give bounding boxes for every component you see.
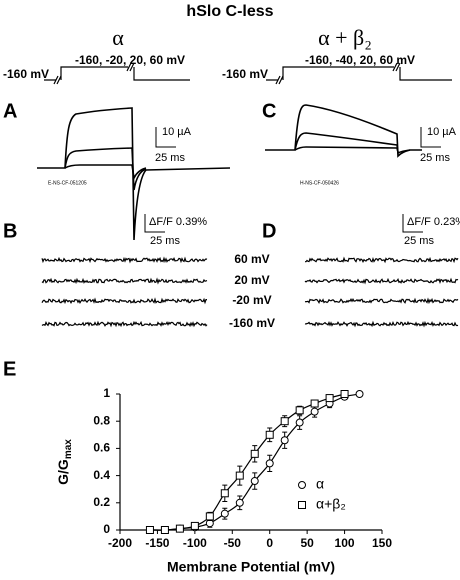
marker xyxy=(190,521,199,530)
time-scale: 25 ms xyxy=(155,152,185,164)
left-protocol-line xyxy=(44,66,190,81)
x-tick-label: -150 xyxy=(145,536,169,550)
marker xyxy=(205,512,214,521)
x-tick-label: 50 xyxy=(300,536,314,550)
marker xyxy=(298,481,306,489)
current-trace xyxy=(294,132,411,155)
current-traces xyxy=(37,104,422,241)
right-protocol-line xyxy=(266,66,452,81)
current-trace xyxy=(37,107,231,241)
left-heading: α xyxy=(112,25,124,50)
marker xyxy=(265,430,274,439)
marker xyxy=(220,489,229,498)
scale-bar xyxy=(402,214,423,233)
current-trace xyxy=(265,104,422,158)
y-axis-label-sub: max xyxy=(63,439,74,459)
voltage-label: -160 mV xyxy=(229,316,275,330)
scale-bar xyxy=(420,127,441,148)
marker xyxy=(175,524,184,533)
fluorescence-traces: 60 mV 20 mV -20 mV -160 mV xyxy=(41,252,459,330)
panel-label: D xyxy=(262,220,276,242)
right-heading: α + β₂ xyxy=(318,25,372,50)
y-tick-label: 0.4 xyxy=(93,468,110,482)
current-scale: 10 µA xyxy=(427,126,457,138)
marker xyxy=(310,407,319,416)
marker xyxy=(250,449,259,458)
voltage-label: 60 mV xyxy=(234,252,269,266)
x-tick-label: -200 xyxy=(108,536,132,550)
file-id: E-NS-CF-051205 xyxy=(48,180,87,186)
x-tick-label: 150 xyxy=(372,536,392,550)
y-tick-label: 0 xyxy=(103,522,110,536)
x-tick-label: 0 xyxy=(266,536,273,550)
fluor-trace xyxy=(304,297,459,305)
panel-label: A xyxy=(3,100,17,122)
marker xyxy=(295,406,304,415)
protocols xyxy=(44,62,452,85)
y-tick-label: 0.6 xyxy=(93,441,110,455)
fluor-trace xyxy=(41,320,208,328)
x-tick-label: -50 xyxy=(224,536,242,550)
marker xyxy=(298,501,306,509)
panel-label: C xyxy=(262,100,276,122)
file-id: H-NS-CF-050426 xyxy=(300,180,339,186)
right-protocol: -160, -40, 20, 60 mV xyxy=(305,53,415,67)
fluor-trace xyxy=(41,256,208,264)
x-tick-label: 100 xyxy=(335,536,355,550)
fluor-scale: ΔF/F 0.39% xyxy=(149,216,207,228)
marker xyxy=(235,471,244,480)
y-axis-label: G/Gmax xyxy=(55,439,74,485)
right-holding: -160 mV xyxy=(222,67,268,81)
time-scale: 25 ms xyxy=(404,235,434,247)
marker xyxy=(250,477,259,486)
marker xyxy=(295,418,304,427)
fluor-trace xyxy=(305,256,459,264)
marker xyxy=(235,498,244,507)
y-tick-label: 0.2 xyxy=(93,495,110,509)
fluor-trace xyxy=(304,277,459,285)
fluor-trace xyxy=(304,320,459,328)
voltage-label: -20 mV xyxy=(232,293,271,307)
figure-title: hSlo C-less xyxy=(186,3,273,20)
current-trace xyxy=(64,147,147,191)
right-breaks xyxy=(275,62,401,85)
current-trace xyxy=(64,164,147,181)
marker xyxy=(310,399,319,408)
panel-label: B xyxy=(3,220,17,242)
marker xyxy=(265,459,274,468)
time-scale: 25 ms xyxy=(420,152,450,164)
marker xyxy=(340,390,349,398)
x-axis-label: Membrane Potential (mV) xyxy=(167,559,335,575)
y-axis-label-main: G/G xyxy=(55,459,71,485)
voltage-label: 20 mV xyxy=(234,273,269,287)
legend-label: α+β₂ xyxy=(316,496,346,512)
marker xyxy=(355,390,364,398)
chart: -200 -150 -100 -50 0 50 100 150 0 0.2 0.4 0.6 0.8 1 Me… xyxy=(55,386,393,575)
marker xyxy=(325,394,334,403)
fluor-scale: ΔF/F 0.23% xyxy=(407,216,460,228)
marker xyxy=(280,436,289,445)
left-breaks xyxy=(53,62,135,85)
left-protocol: -160, -20, 20, 60 mV xyxy=(75,53,185,67)
panel-label: E xyxy=(3,358,16,380)
marker xyxy=(280,417,289,426)
x-tick-label: -100 xyxy=(183,536,207,550)
y-tick-label: 0.8 xyxy=(93,413,110,427)
marker xyxy=(220,509,229,518)
marker xyxy=(160,526,169,534)
current-trace xyxy=(294,146,399,153)
marker xyxy=(145,526,154,534)
current-scale: 10 µA xyxy=(162,126,192,138)
y-tick-label: 1 xyxy=(103,386,110,400)
scale-bar xyxy=(155,127,176,148)
fluor-trace xyxy=(41,277,208,285)
fluor-trace xyxy=(41,297,207,305)
legend-label: α xyxy=(316,476,324,492)
left-holding: -160 mV xyxy=(3,67,49,81)
time-scale: 25 ms xyxy=(150,235,180,247)
scale-bar xyxy=(144,214,165,233)
